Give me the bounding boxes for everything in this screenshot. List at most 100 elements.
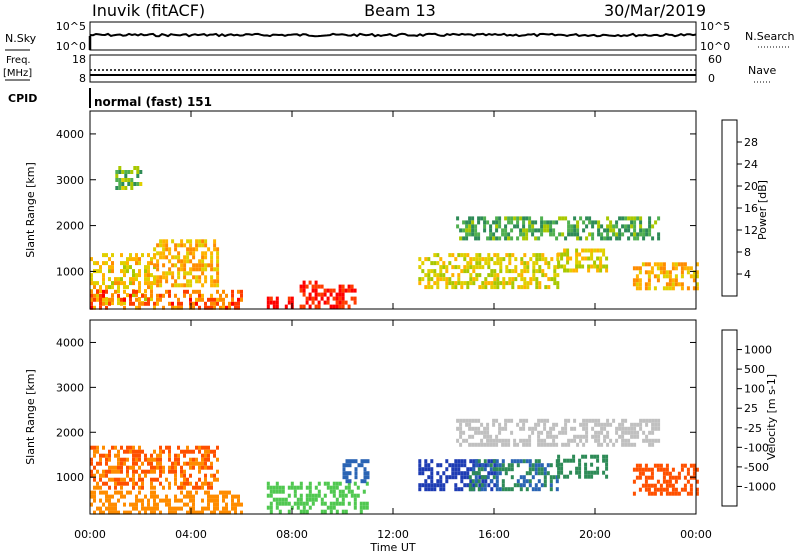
heatmap-cell <box>526 281 530 286</box>
heatmap-cell <box>472 269 476 274</box>
heatmap-cell <box>93 281 96 286</box>
heatmap-cell <box>183 263 187 268</box>
heatmap-cell <box>180 267 184 272</box>
heatmap-cell <box>99 490 102 495</box>
heatmap-cell <box>468 220 472 225</box>
heatmap-cell <box>150 293 153 298</box>
heatmap-cell <box>498 224 502 229</box>
heatmap-cell <box>630 232 634 237</box>
heatmap-cell <box>648 438 652 443</box>
heatmap-cell <box>201 453 204 458</box>
heatmap-cell <box>543 442 547 447</box>
heatmap-cell <box>553 269 557 274</box>
heatmap-cell <box>141 477 144 482</box>
heatmap-cell <box>204 301 207 306</box>
heatmap-cell <box>192 465 195 470</box>
heatmap-cell <box>231 301 234 306</box>
heatmap-cell <box>290 300 294 305</box>
heatmap-cell <box>363 475 367 480</box>
heatmap-cell <box>609 220 613 225</box>
heatmap-cell <box>198 275 202 280</box>
heatmap-cell <box>135 481 138 486</box>
heatmap-cell <box>111 285 114 290</box>
heatmap-cell <box>99 457 102 462</box>
heatmap-cell <box>469 281 473 286</box>
heatmap-cell <box>463 281 467 286</box>
heatmap-cell <box>150 285 153 290</box>
heatmap-cell <box>578 462 582 467</box>
heatmap-cell <box>510 228 514 233</box>
freq-label-2: [MHz] <box>3 68 32 79</box>
heatmap-cell <box>567 438 571 443</box>
heatmap-cell <box>210 461 213 466</box>
heatmap-cell <box>504 438 508 443</box>
heatmap-cell <box>186 490 189 495</box>
heatmap-cell <box>204 239 208 244</box>
heatmap-cell <box>556 281 560 286</box>
heatmap-cell <box>192 267 196 272</box>
heatmap-cell <box>177 259 181 264</box>
heatmap-cell <box>198 449 201 454</box>
heatmap-cell <box>111 465 114 470</box>
heatmap-cell <box>483 228 487 233</box>
heatmap-cell <box>144 289 147 294</box>
heatmap-cell <box>528 426 532 431</box>
heatmap-cell <box>225 305 228 310</box>
heatmap-cell <box>153 477 156 482</box>
heatmap-cell <box>490 281 494 286</box>
heatmap-cell <box>532 277 536 282</box>
heatmap-cell <box>496 253 500 258</box>
heatmap-cell <box>354 459 358 464</box>
heatmap-cell <box>490 285 494 290</box>
heatmap-cell <box>335 485 339 490</box>
heatmap-cell <box>674 475 678 480</box>
heatmap-cell <box>102 261 105 266</box>
heatmap-cell <box>674 274 678 279</box>
heatmap-cell <box>639 216 643 221</box>
heatmap-cell <box>451 463 455 468</box>
heatmap-cell <box>528 228 532 233</box>
heatmap-cell <box>141 293 144 298</box>
heatmap-cell <box>240 502 243 507</box>
heatmap-cell <box>639 224 643 229</box>
heatmap-cell <box>93 445 96 450</box>
heatmap-cell <box>347 489 351 494</box>
heatmap-cell <box>341 292 345 297</box>
heatmap-cell <box>636 434 640 439</box>
heatmap-cell <box>553 277 557 282</box>
heatmap-cell <box>528 463 532 468</box>
heatmap-cell <box>472 459 476 464</box>
heatmap-cell <box>513 438 517 443</box>
heatmap-cell <box>210 279 214 284</box>
heatmap-cell <box>159 457 162 462</box>
heatmap-cell <box>538 253 542 258</box>
heatmap-cell <box>201 251 205 256</box>
heatmap-cell <box>557 260 561 265</box>
heatmap-cell <box>156 251 160 256</box>
heatmap-cell <box>219 293 222 298</box>
heatmap-cell <box>195 457 198 462</box>
heatmap-cell <box>96 449 99 454</box>
heatmap-cell <box>231 502 234 507</box>
heatmap-cell <box>483 475 487 480</box>
heatmap-cell <box>222 289 225 294</box>
heatmap-cell <box>102 445 105 450</box>
heatmap-cell <box>475 261 479 266</box>
heatmap-cell <box>338 284 342 289</box>
heatmap-cell <box>269 296 273 301</box>
heatmap-cell <box>495 479 499 484</box>
heatmap-cell <box>180 498 183 503</box>
heatmap-cell <box>621 438 625 443</box>
heatmap-cell <box>117 277 120 282</box>
heatmap-cell <box>150 297 153 302</box>
heatmap-cell <box>651 224 655 229</box>
heatmap-cell <box>129 477 132 482</box>
heatmap-cell <box>566 458 570 463</box>
heatmap-cell <box>430 483 434 488</box>
heatmap-cell <box>555 236 559 241</box>
heatmap-cell <box>177 461 180 466</box>
heatmap-cell <box>147 301 150 306</box>
heatmap-cell <box>189 243 193 248</box>
heatmap-cell <box>335 497 339 502</box>
heatmap-cell <box>596 248 600 253</box>
